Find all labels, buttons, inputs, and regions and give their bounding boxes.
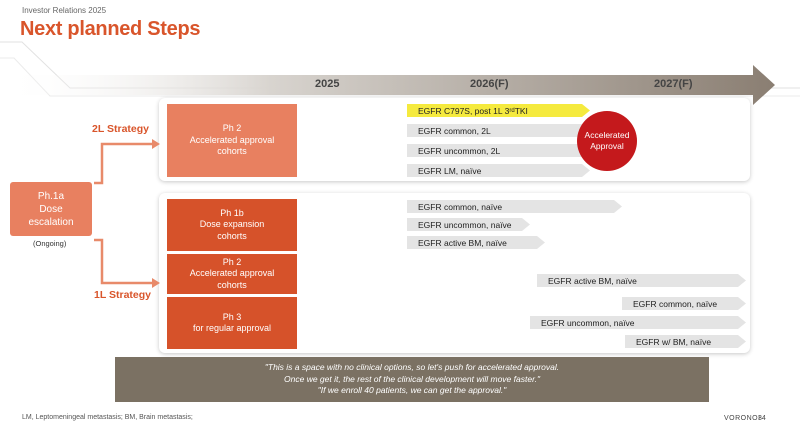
badge-line2: Approval [590, 141, 624, 151]
timeline-graphic [0, 41, 800, 105]
year-2027: 2027(F) [654, 78, 693, 90]
cohort-bar-common-naive-1l: EGFR common, naïve [622, 297, 746, 310]
page-number: 34 [758, 415, 766, 422]
connector-2l [94, 142, 152, 185]
cohort-bar-active-bm-1b: EGFR active BM, naïve [407, 236, 545, 249]
phase-1a-box: Ph.1a Dose escalation [10, 182, 92, 236]
ph1b-line2: Dose expansion [199, 219, 265, 230]
cohort-bar-bm-naive-1l: EGFR w/ BM, naïve [625, 335, 746, 348]
connector-1l-arrowhead [152, 278, 160, 288]
ph1b-box: Ph 1b Dose expansion cohorts [167, 199, 297, 251]
strategy-1l-label: 1L Strategy [94, 289, 151, 301]
ph2-2l-line2: Accelerated approval [189, 134, 275, 145]
ph3-line2: for regular approval [192, 323, 272, 333]
brand-logo: VORONOI [724, 415, 761, 422]
ph3-title: Ph 3 [222, 311, 242, 322]
ph2-1l-title: Ph 2 [222, 256, 242, 267]
ph3-box: Ph 3 for regular approval [167, 297, 297, 349]
cohort-bar-lm: EGFR LM, naïve [407, 164, 590, 177]
phase-1a-status: (Ongoing) [33, 239, 67, 248]
quote-line3: "If we enroll 40 patients, we can get th… [317, 385, 507, 396]
year-2025: 2025 [315, 78, 340, 90]
cohort-bar-common-naive-1b: EGFR common, naïve [407, 200, 622, 213]
quote-line2: Once we get it, the rest of the clinical… [284, 373, 540, 384]
phase-1a-title: Ph.1a [37, 190, 65, 202]
ph2-2l-line3: cohorts [217, 146, 247, 157]
accelerated-approval-badge: Accelerated Approval [577, 111, 637, 171]
ph2-1l-line2: Accelerated approval [189, 268, 275, 279]
quote-line1: "This is a space with no clinical option… [264, 362, 560, 373]
quote-box: "This is a space with no clinical option… [115, 357, 709, 402]
footnote: LM, Leptomeningeal metastasis; BM, Brain… [22, 414, 193, 421]
ph1b-title: Ph 1b [220, 207, 244, 218]
timeline-arrow [0, 65, 775, 105]
year-2026: 2026(F) [470, 78, 509, 90]
cohort-bar-uncommon-2l: EGFR uncommon, 2L [407, 144, 590, 157]
cohort-bar-common-2l: EGFR common, 2L [407, 124, 590, 137]
page-title: Next planned Steps [20, 18, 201, 40]
ph2-2l-title: Ph 2 [222, 123, 242, 134]
cohort-bar-uncommon-naive-1l: EGFR uncommon, naïve [530, 316, 746, 329]
cohort-bar-uncommon-naive-1b: EGFR uncommon, naïve [407, 218, 530, 231]
badge-line1: Accelerated [584, 130, 630, 140]
connector-2l-arrowhead [152, 139, 160, 149]
phase-1a-line2: Dose [39, 203, 63, 215]
cohort-c797s-prefix: EGFR C797S, post 1L 3 [418, 105, 510, 116]
cohort-c797s-suffix: TKI [514, 105, 528, 116]
phase-1a-line3: escalation [28, 216, 74, 228]
ph1b-line3: cohorts [217, 230, 247, 241]
header-label: Investor Relations 2025 [22, 6, 107, 15]
connector-1l [94, 238, 152, 285]
cohort-bar-active-bm-1l: EGFR active BM, naïve [537, 274, 746, 287]
ph2-2l-box: Ph 2 Accelerated approval cohorts [167, 104, 297, 177]
ph2-1l-box: Ph 2 Accelerated approval cohorts [167, 254, 297, 294]
strategy-2l-label: 2L Strategy [92, 123, 149, 135]
ph2-1l-line3: cohorts [217, 279, 247, 290]
